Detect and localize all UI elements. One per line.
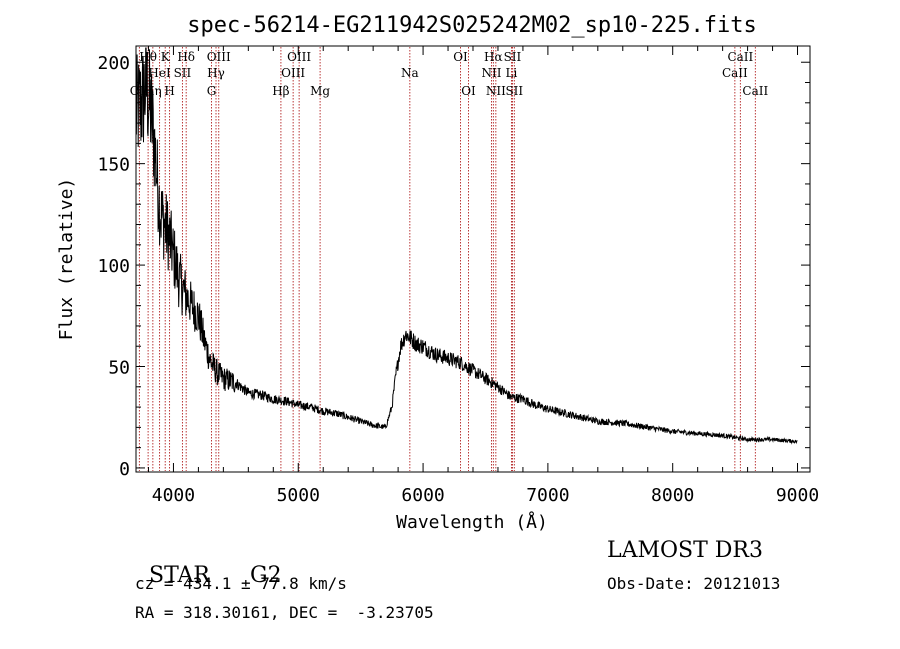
spectral-line-label: Hβ xyxy=(272,84,289,98)
spectral-line-label: CaII xyxy=(722,66,748,80)
spectral-line-label: OIII xyxy=(287,50,311,64)
plot-frame xyxy=(135,45,811,473)
spectral-line-label: OIII xyxy=(281,66,305,80)
spectral-line-label: G xyxy=(207,84,217,98)
spectral-line-label: OI xyxy=(461,84,476,98)
x-tick-label: 7000 xyxy=(526,485,569,506)
spectral-line-label: Li xyxy=(506,66,518,80)
spectral-line-label: OI xyxy=(453,50,468,64)
y-axis-label: Flux (relative) xyxy=(56,178,77,341)
chart-title: spec-56214-EG211942S025242M02_sp10-225.f… xyxy=(187,13,757,38)
y-tick-label: 100 xyxy=(97,256,130,277)
coordinates: RA = 318.30161, DEC = -3.23705 xyxy=(135,603,434,622)
spectral-line-label: CaII xyxy=(727,50,753,64)
spectral-line-label: OIII xyxy=(207,50,231,64)
spectral-line-label: Hδ xyxy=(177,50,195,64)
spectral-line-label: K xyxy=(161,50,171,64)
x-tick-label: 6000 xyxy=(401,485,444,506)
y-tick-label: 150 xyxy=(97,155,130,176)
x-tick-label: 4000 xyxy=(152,485,195,506)
spectral-line-label: NII xyxy=(486,84,506,98)
y-tick-label: 0 xyxy=(119,459,130,480)
spectral-line-label: H xyxy=(164,84,174,98)
object-class: STAR xyxy=(149,563,210,588)
object-subclass: G2 xyxy=(250,563,282,588)
spectral-line-label: CaII xyxy=(742,84,768,98)
x-tick-label: 9000 xyxy=(776,485,819,506)
redshift-info: cz = 434.1 ± 77.8 km/s xyxy=(135,574,347,593)
spectral-line-label: Na xyxy=(401,66,419,80)
spectrum-line xyxy=(135,47,798,445)
obs-date: Obs-Date: 20121013 xyxy=(607,574,781,593)
spectral-line-label: SII xyxy=(504,50,522,64)
survey-name: LAMOST DR3 xyxy=(607,538,763,563)
spectral-line-label: Hα xyxy=(484,50,503,64)
y-tick-label: 50 xyxy=(108,358,130,379)
x-tick-label: 5000 xyxy=(277,485,320,506)
spectral-line-label: SII xyxy=(505,84,523,98)
x-tick-label: 8000 xyxy=(651,485,694,506)
spectral-line-label: NII xyxy=(481,66,501,80)
y-tick-label: 200 xyxy=(97,53,130,74)
spectral-line-label: HeI xyxy=(148,66,171,80)
x-axis-label: Wavelength (Å) xyxy=(396,511,548,533)
spectral-line-label: Hγ xyxy=(207,66,225,80)
spectral-line-label: Hθ xyxy=(139,50,157,64)
spectral-line-label: SII xyxy=(174,66,192,80)
spectral-line-label: Mg xyxy=(310,84,330,98)
